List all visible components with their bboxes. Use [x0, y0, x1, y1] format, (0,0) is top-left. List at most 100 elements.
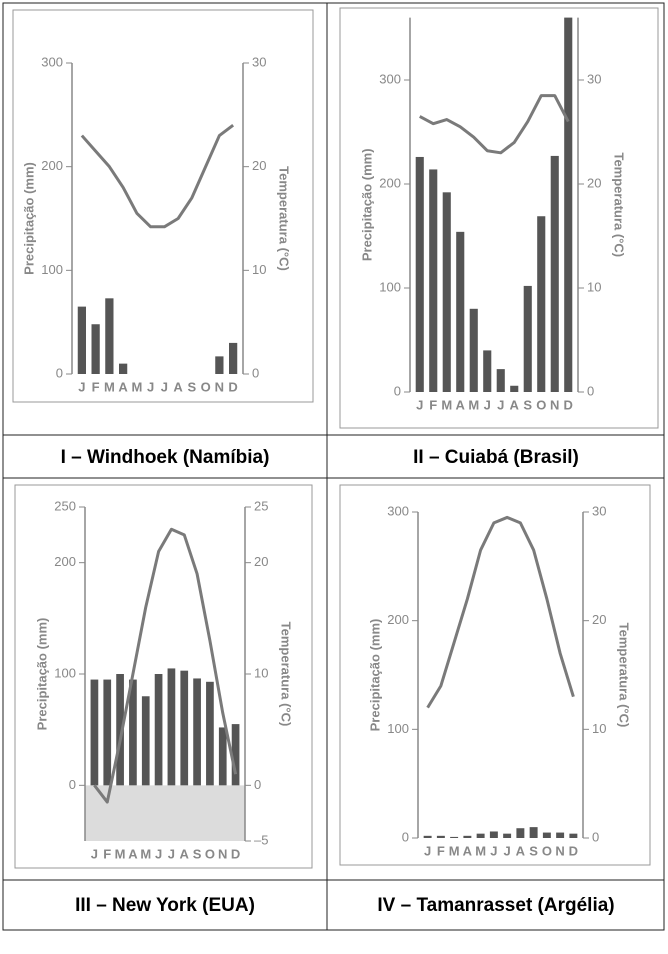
- x-tick-label: J: [424, 843, 431, 858]
- y2-tick-label: 25: [254, 498, 268, 513]
- precipitation-bar: [215, 356, 224, 374]
- y-tick-label: 200: [379, 175, 401, 190]
- precipitation-bar: [550, 155, 559, 392]
- caption: I – Windhoek (Namíbia): [61, 447, 270, 468]
- x-tick-label: J: [161, 379, 168, 394]
- x-tick-label: O: [542, 843, 552, 858]
- x-tick-label: J: [168, 846, 175, 861]
- x-tick-label: F: [437, 843, 445, 858]
- x-tick-label: A: [516, 843, 526, 858]
- x-tick-label: J: [147, 379, 154, 394]
- y2-axis-title: Temperatura (°C): [279, 622, 294, 727]
- y-axis-title: Precipitação (mm): [21, 162, 36, 275]
- temperature-line: [80, 124, 235, 229]
- x-tick-label: A: [128, 846, 138, 861]
- precipitation-bar: [523, 285, 532, 392]
- x-tick-label: J: [91, 846, 98, 861]
- precipitation-bar: [564, 17, 573, 392]
- x-tick-label: A: [173, 379, 183, 394]
- y2-tick-label: 0: [592, 829, 599, 844]
- table-frame: [2, 2, 665, 931]
- precipitation-bar: [119, 363, 128, 374]
- x-tick-label: D: [564, 397, 573, 412]
- precipitation-bar: [456, 231, 465, 392]
- y2-axis-title: Temperatura (°C): [617, 623, 632, 728]
- chart-frame: [12, 9, 314, 403]
- y2-tick-label: 30: [587, 71, 601, 86]
- precipitation-bar: [167, 668, 176, 786]
- y-tick-label: 100: [379, 279, 401, 294]
- y2-tick-label: 10: [252, 262, 266, 277]
- precipitation-bar: [415, 156, 424, 392]
- y-tick-label: 100: [41, 262, 63, 277]
- y-tick-label: 0: [69, 777, 76, 792]
- x-tick-label: N: [555, 843, 564, 858]
- precipitation-bar: [569, 833, 578, 838]
- x-tick-label: S: [523, 397, 532, 412]
- precipitation-bar: [231, 724, 240, 786]
- y-tick-label: 0: [402, 829, 409, 844]
- x-tick-label: M: [468, 397, 479, 412]
- x-tick-label: M: [140, 846, 151, 861]
- precipitation-bar: [103, 679, 112, 786]
- caption: III – New York (EUA): [75, 895, 255, 916]
- precipitation-bar: [116, 674, 124, 786]
- y2-tick-label: 20: [592, 612, 606, 627]
- precipitation-bar: [489, 831, 498, 838]
- x-tick-label: J: [416, 397, 423, 412]
- y-axis-title: Precipitação (mm): [359, 148, 374, 261]
- x-tick-label: D: [228, 379, 237, 394]
- y2-tick-label: 30: [252, 54, 266, 69]
- x-tick-label: O: [201, 379, 211, 394]
- y-axis-title: Precipitação (mm): [34, 618, 49, 731]
- x-tick-label: M: [115, 846, 126, 861]
- precipitation-bar: [229, 342, 238, 374]
- x-tick-label: A: [118, 379, 128, 394]
- precipitation-bar: [469, 308, 478, 392]
- x-tick-label: J: [497, 397, 504, 412]
- y-tick-label: 0: [394, 383, 401, 398]
- y-tick-label: 100: [387, 721, 409, 736]
- precipitation-bar: [193, 678, 201, 786]
- x-tick-label: M: [441, 397, 452, 412]
- y2-tick-label: 30: [592, 503, 606, 518]
- x-tick-label: J: [490, 843, 497, 858]
- precipitation-bar: [129, 679, 137, 786]
- precipitation-bar: [423, 835, 432, 838]
- x-tick-label: J: [155, 846, 162, 861]
- precipitation-bar: [529, 827, 538, 838]
- precipitation-bar: [429, 169, 438, 392]
- y2-tick-label: 0: [587, 383, 594, 398]
- x-tick-label: A: [463, 843, 473, 858]
- x-tick-label: D: [231, 846, 240, 861]
- y-tick-label: 300: [387, 503, 409, 518]
- y2-tick-label: 10: [592, 721, 606, 736]
- precipitation-bar: [77, 306, 86, 374]
- chart-frame: [339, 7, 659, 429]
- x-tick-label: N: [550, 397, 559, 412]
- x-tick-label: S: [193, 846, 202, 861]
- y2-tick-label: 20: [252, 158, 266, 173]
- x-tick-label: F: [92, 379, 100, 394]
- precipitation-bar: [91, 324, 100, 374]
- x-tick-label: J: [504, 843, 511, 858]
- x-tick-label: A: [510, 397, 520, 412]
- precipitation-bar: [463, 835, 472, 838]
- x-tick-label: O: [536, 397, 546, 412]
- temperature-line: [419, 94, 570, 155]
- x-tick-label: M: [131, 379, 142, 394]
- y2-tick-label: 20: [254, 554, 268, 569]
- y2-axis-title: Temperatura (°C): [612, 152, 627, 257]
- precipitation-bar: [218, 727, 227, 786]
- x-tick-label: S: [188, 379, 197, 394]
- y-tick-label: 0: [56, 365, 63, 380]
- y-tick-label: 200: [387, 612, 409, 627]
- y-tick-label: 200: [41, 158, 63, 173]
- y2-tick-label: 10: [587, 279, 601, 294]
- chart-frame: [339, 484, 651, 866]
- x-tick-label: J: [484, 397, 491, 412]
- x-tick-label: D: [569, 843, 578, 858]
- x-tick-label: M: [475, 843, 486, 858]
- x-tick-label: O: [205, 846, 215, 861]
- x-tick-label: A: [456, 397, 466, 412]
